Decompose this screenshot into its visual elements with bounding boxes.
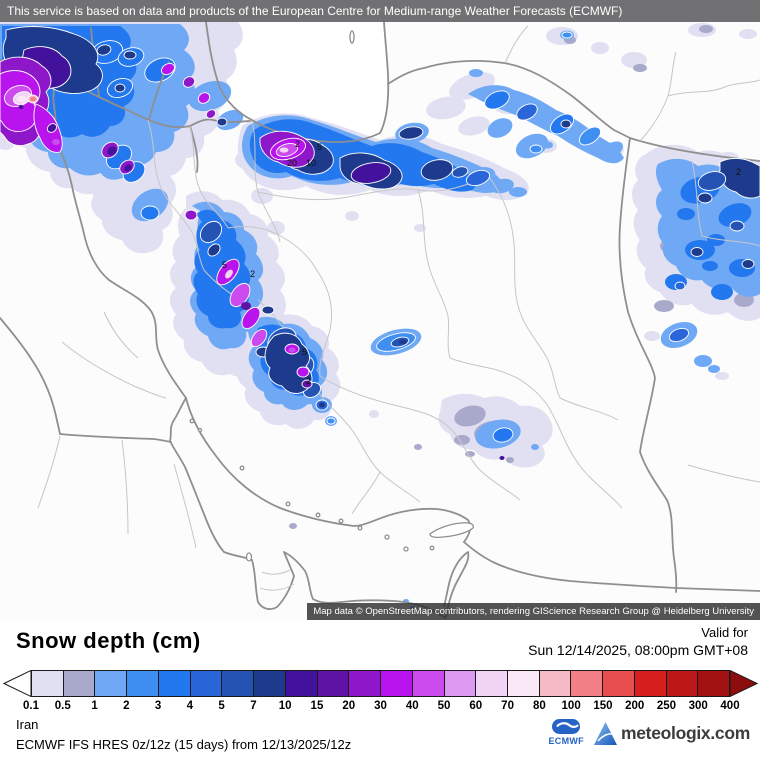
aras-border	[58, 71, 251, 129]
svg-text:2: 2	[295, 139, 300, 149]
meteologix-logo-icon	[593, 722, 617, 745]
service-banner: This service is based on data and produc…	[0, 0, 760, 22]
scale-ticks: 0.1 0.5 1 2 3 4 5 7 10 15 20 30 40 50 60 70 80 100 150 200 2…	[23, 700, 740, 712]
caspian-coastline	[205, 21, 390, 143]
ecmwf-logo[interactable]: ECMWF	[548, 718, 584, 746]
makran-coast	[463, 541, 760, 592]
legend-title: Snow depth (cm)	[16, 628, 201, 653]
persian-gulf-north-coast	[185, 397, 471, 543]
ecmwf-logo-label: ECMWF	[548, 736, 584, 746]
bahrain-island	[245, 552, 253, 562]
scale-segments	[31, 670, 730, 697]
snow-core-layer	[0, 26, 760, 460]
region-label: Iran	[16, 717, 39, 732]
forecast-map[interactable]: 2 5 20 10 5 2 5 2 2 This service is based on dat…	[0, 0, 760, 620]
musandam-peninsula	[443, 551, 470, 619]
caspian-sea	[206, 22, 389, 143]
model-info: ECMWF IFS HRES 0z/12z (15 days) from 12/…	[16, 737, 352, 752]
meteologix-logo[interactable]: meteologix.com	[593, 721, 750, 746]
country-borders	[0, 21, 760, 619]
legend-panel: Snow depth (cm) Valid for Sun 12/14/2025…	[0, 620, 760, 760]
valid-time: Sun 12/14/2025, 08:00pm GMT+08	[528, 642, 748, 658]
svg-text:20: 20	[287, 158, 297, 168]
scale-arrow-right	[730, 670, 758, 697]
turkmenistan-border	[387, 60, 760, 162]
qeshm-island	[429, 522, 475, 539]
province-borders	[37, 25, 760, 591]
arabia-gulf-coast	[169, 397, 447, 619]
meteologix-logo-label: meteologix.com	[620, 723, 750, 743]
valid-for-label: Valid for	[701, 625, 748, 640]
iraq-saudi-border	[0, 317, 172, 443]
caspian-island	[349, 30, 355, 44]
iran-iraq-border	[52, 71, 187, 399]
ecmwf-logo-icon	[552, 719, 581, 734]
scale-arrow-left	[3, 670, 31, 697]
svg-text:2: 2	[736, 167, 741, 177]
valid-time-block: Valid for Sun 12/14/2025, 08:00pm GMT+08	[528, 625, 748, 658]
svg-text:5: 5	[222, 260, 227, 270]
svg-text:2: 2	[250, 269, 255, 279]
svg-text:5: 5	[302, 347, 307, 357]
svg-text:10: 10	[306, 158, 316, 168]
service-banner-text: This service is based on data and produc…	[7, 4, 623, 18]
svg-text:5: 5	[317, 142, 322, 152]
svg-text:2: 2	[306, 376, 311, 386]
map-attribution[interactable]: Map data © OpenStreetMap contributors, r…	[307, 603, 760, 620]
iran-east-border	[618, 137, 678, 593]
map-attribution-text: Map data © OpenStreetMap contributors, r…	[313, 606, 754, 617]
color-scale: 0.1 0.5 1 2 3 4 5 7 10 15 20 30 40 50 60 70 80 100 150 200 2…	[3, 670, 758, 717]
